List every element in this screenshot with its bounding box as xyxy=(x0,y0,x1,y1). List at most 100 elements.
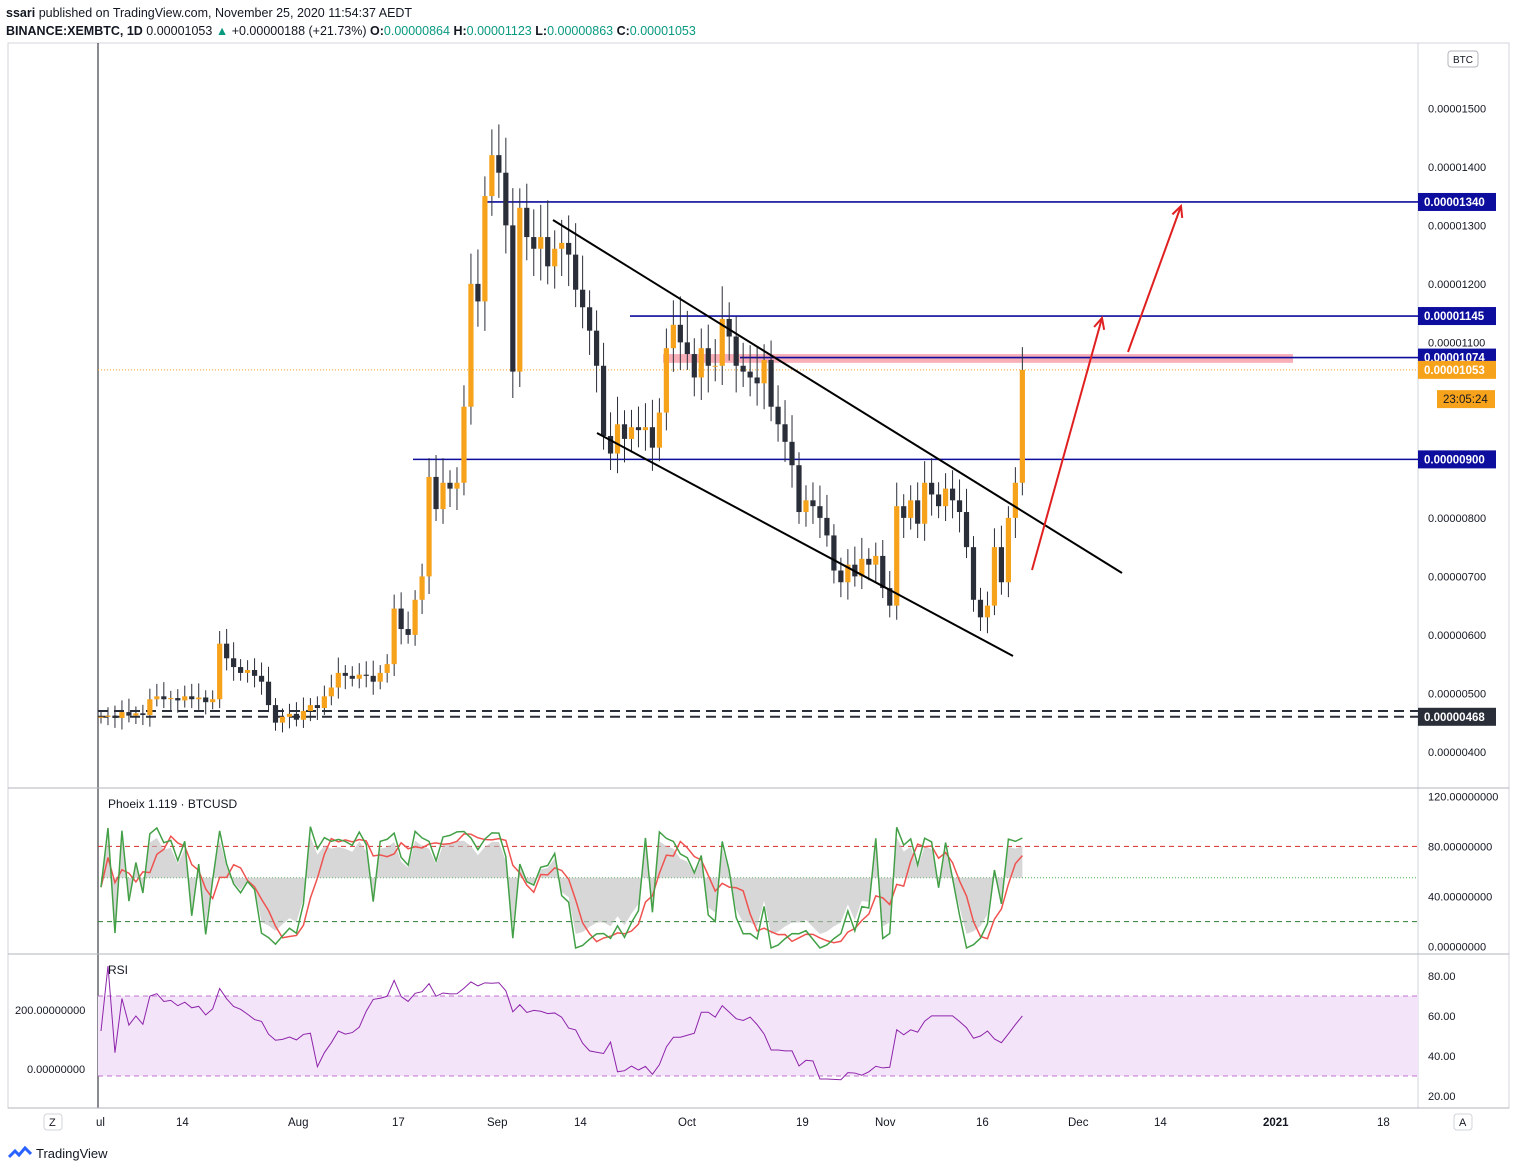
candle-body xyxy=(970,547,977,600)
candle-body xyxy=(873,555,879,565)
candle-body xyxy=(454,482,460,489)
candle-body xyxy=(587,307,593,331)
candle-body xyxy=(963,512,970,548)
candle-body xyxy=(600,365,607,436)
candle-body xyxy=(747,371,753,378)
candle-body xyxy=(698,348,704,378)
candle-body xyxy=(880,555,886,589)
price-tick-label: 0.00001400 xyxy=(1428,162,1486,174)
time-tick-label: Sep xyxy=(487,1117,507,1129)
time-tick-label: 2021 xyxy=(1263,1117,1289,1129)
rsi-tick-label: 60.00 xyxy=(1428,1011,1456,1023)
candle-body xyxy=(566,242,572,255)
resistance-zone xyxy=(663,354,1293,363)
candle-body xyxy=(824,517,830,536)
price-tag-label: 0.00001340 xyxy=(1424,197,1485,209)
price-tag xyxy=(1418,450,1496,469)
candle-body xyxy=(224,643,230,659)
candle-body xyxy=(468,283,474,407)
candle-body xyxy=(803,500,809,513)
indicator-band xyxy=(101,836,1023,934)
candle-body xyxy=(300,710,307,720)
candle-body xyxy=(628,427,635,439)
candle-body xyxy=(196,697,202,700)
open-label: O: xyxy=(370,24,384,38)
candle-body xyxy=(977,599,984,618)
candle-body xyxy=(293,713,300,720)
rsi-left-tick-label: 200.00000000 xyxy=(15,1005,85,1017)
candle-body xyxy=(419,576,425,600)
candle-body xyxy=(447,482,453,489)
candle-body xyxy=(503,172,509,226)
price-change: +0.00000188 (+21.73%) xyxy=(231,24,367,38)
candle-body xyxy=(845,564,851,583)
candle-body xyxy=(733,336,739,366)
candle-body xyxy=(133,713,139,716)
candle-body xyxy=(251,669,258,676)
publish-info: published on TradingView.com, November 2… xyxy=(38,6,413,20)
price-tag xyxy=(1418,192,1496,211)
time-tick-label: Nov xyxy=(875,1117,896,1129)
candle-body xyxy=(894,506,900,606)
candle-body xyxy=(405,629,411,635)
candle-body xyxy=(754,377,760,384)
tradingview-logo[interactable]: TradingView xyxy=(8,1145,108,1161)
channel-upper-line xyxy=(552,219,1123,574)
price-tag-label: 0.00000900 xyxy=(1424,454,1485,466)
candle-body xyxy=(168,698,174,700)
candle-body xyxy=(433,476,439,510)
auto-scale-button-label: A xyxy=(1459,1117,1467,1129)
symbol-label[interactable]: BINANCE:XEMBTC, 1D xyxy=(6,24,143,38)
low-value: 0.00000863 xyxy=(547,24,614,38)
zoom-button-label: Z xyxy=(49,1117,56,1129)
indicator-tick-label: 0.00000000 xyxy=(1428,942,1486,954)
time-tick-label: 19 xyxy=(796,1117,809,1129)
candle-body xyxy=(105,715,111,717)
target-arrow-2-head xyxy=(1171,203,1184,219)
open-value: 0.00000864 xyxy=(383,24,450,38)
price-tick-label: 0.00000700 xyxy=(1428,571,1486,583)
candle-body xyxy=(531,237,537,249)
candle-body xyxy=(614,424,621,454)
candle-body xyxy=(475,283,481,302)
candle-body xyxy=(279,716,286,723)
candle-body xyxy=(663,348,669,413)
time-tick-label: 14 xyxy=(1154,1117,1167,1129)
rsi-tick-label: 40.00 xyxy=(1428,1051,1456,1063)
publish-line: ssari published on TradingView.com, Nove… xyxy=(6,4,696,22)
candle-body xyxy=(286,713,293,717)
candle-body xyxy=(719,318,725,366)
candle-body xyxy=(398,608,404,630)
candle-body xyxy=(593,330,600,366)
candle-body xyxy=(775,406,781,425)
price-tag-label: 0.00000468 xyxy=(1424,712,1485,724)
candle-body xyxy=(922,482,928,524)
candle-body xyxy=(942,488,949,507)
candle-body xyxy=(461,406,467,483)
candle-body xyxy=(349,675,355,679)
candle-body xyxy=(1019,369,1025,483)
candle-body xyxy=(991,547,998,606)
candle-body xyxy=(147,699,153,716)
high-value: 0.00001123 xyxy=(466,24,532,38)
candle-body xyxy=(656,412,662,448)
candle-body xyxy=(859,558,865,577)
price-tag xyxy=(1437,390,1495,409)
target-arrow-1-head xyxy=(1093,315,1106,330)
channel-lower-line xyxy=(596,432,1014,657)
candle-body xyxy=(670,324,676,349)
indicator-slow-line xyxy=(100,833,1023,944)
candle-body xyxy=(573,254,579,290)
candle-body xyxy=(705,348,711,366)
price-tick-label: 0.00000800 xyxy=(1428,513,1486,525)
candle-body xyxy=(929,482,935,495)
price-tag xyxy=(1418,360,1496,379)
publisher-name[interactable]: ssari xyxy=(6,6,36,20)
price-tag xyxy=(1418,307,1496,326)
indicator-fast-line xyxy=(100,826,1023,950)
price-tag-label: 23:05:24 xyxy=(1443,394,1488,406)
candle-body xyxy=(998,547,1005,583)
time-tick-label: 18 xyxy=(1377,1117,1390,1129)
chart-header: ssari published on TradingView.com, Nove… xyxy=(6,4,696,40)
